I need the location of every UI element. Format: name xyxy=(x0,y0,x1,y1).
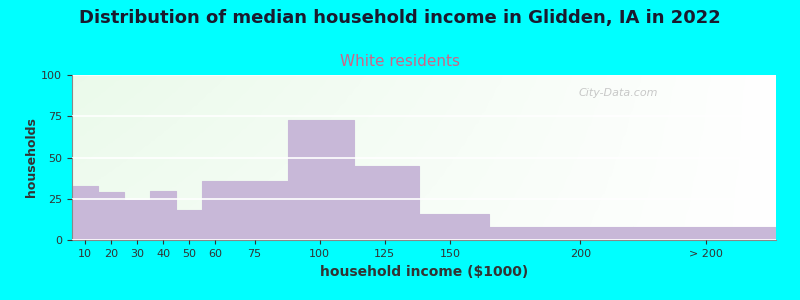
Y-axis label: households: households xyxy=(26,118,38,197)
Bar xyxy=(418,214,489,240)
Bar xyxy=(72,185,98,240)
Bar xyxy=(289,119,354,240)
Text: City-Data.com: City-Data.com xyxy=(579,88,658,98)
Bar xyxy=(150,190,176,240)
Bar xyxy=(202,181,234,240)
Bar xyxy=(176,210,202,240)
Bar xyxy=(489,227,633,240)
Bar xyxy=(234,181,289,240)
Bar xyxy=(354,166,418,240)
X-axis label: household income ($1000): household income ($1000) xyxy=(320,265,528,279)
Bar xyxy=(633,227,776,240)
Bar xyxy=(124,200,150,240)
Text: Distribution of median household income in Glidden, IA in 2022: Distribution of median household income … xyxy=(79,9,721,27)
Text: White residents: White residents xyxy=(340,54,460,69)
Bar xyxy=(98,192,124,240)
